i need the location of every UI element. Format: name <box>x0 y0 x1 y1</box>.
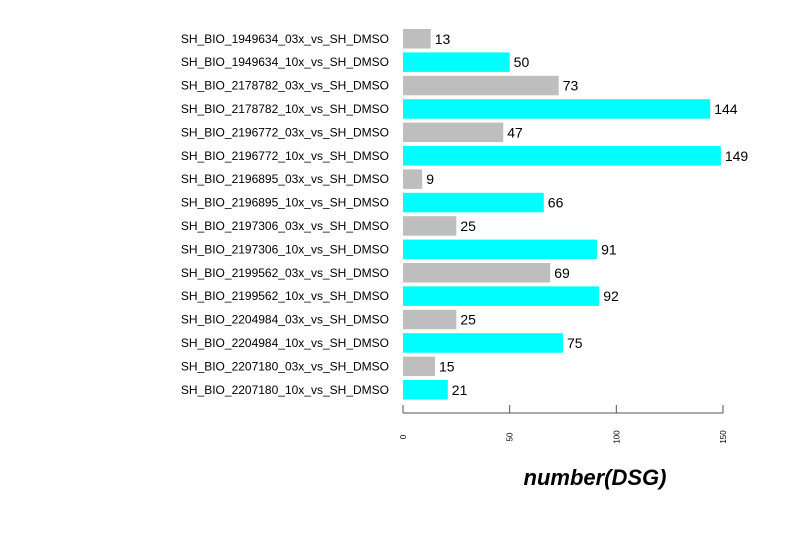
value-label: 75 <box>567 335 583 351</box>
category-label: SH_BIO_2207180_10x_vs_SH_DMSO <box>181 383 389 397</box>
bar <box>403 286 600 306</box>
bar <box>403 192 544 213</box>
category-labels: SH_BIO_1949634_03x_vs_SH_DMSO SH_BIO_1949… <box>181 32 389 397</box>
value-label: 149 <box>725 148 749 164</box>
bar <box>403 216 457 236</box>
bar <box>403 380 448 400</box>
bar <box>403 263 551 283</box>
category-label: SH_BIO_2196895_10x_vs_SH_DMSO <box>181 196 389 210</box>
x-tick-label: 150 <box>719 430 728 444</box>
bar <box>403 29 431 49</box>
category-label: SH_BIO_2204984_03x_vs_SH_DMSO <box>181 313 389 327</box>
x-axis-title: number(DSG) <box>524 465 667 490</box>
value-label: 13 <box>435 31 451 47</box>
value-label: 92 <box>603 288 619 304</box>
category-label: SH_BIO_2178782_03x_vs_SH_DMSO <box>181 79 389 93</box>
value-label: 25 <box>460 312 476 328</box>
value-label: 73 <box>563 78 579 94</box>
bar <box>403 309 457 330</box>
bar <box>403 122 504 143</box>
value-label: 15 <box>439 358 455 374</box>
category-label: SH_BIO_2197306_03x_vs_SH_DMSO <box>181 219 389 233</box>
value-label: 25 <box>460 218 476 234</box>
bars <box>403 29 721 400</box>
category-label: SH_BIO_1949634_10x_vs_SH_DMSO <box>181 55 389 69</box>
value-label: 66 <box>548 195 564 211</box>
x-tick-label: 0 <box>399 434 408 439</box>
category-label: SH_BIO_2197306_10x_vs_SH_DMSO <box>181 242 389 256</box>
value-label: 47 <box>507 124 523 140</box>
bar <box>403 52 510 72</box>
category-label: SH_BIO_1949634_03x_vs_SH_DMSO <box>181 32 389 46</box>
category-label: SH_BIO_2196772_10x_vs_SH_DMSO <box>181 149 389 163</box>
bar <box>403 75 559 96</box>
category-label: SH_BIO_2207180_03x_vs_SH_DMSO <box>181 359 389 373</box>
category-label: SH_BIO_2178782_10x_vs_SH_DMSO <box>181 102 389 116</box>
category-label: SH_BIO_2196772_03x_vs_SH_DMSO <box>181 125 389 139</box>
x-axis: 0 50 100 150 <box>399 405 728 444</box>
value-label: 50 <box>514 54 530 70</box>
value-label: 144 <box>714 101 738 117</box>
bar <box>403 169 423 189</box>
x-tick-label: 50 <box>506 432 515 441</box>
bar <box>403 356 435 377</box>
value-label: 91 <box>601 241 617 257</box>
bar <box>403 239 598 260</box>
category-label: SH_BIO_2204984_10x_vs_SH_DMSO <box>181 336 389 350</box>
x-tick-label: 100 <box>612 430 621 444</box>
value-label: 21 <box>452 382 468 398</box>
category-label: SH_BIO_2196895_03x_vs_SH_DMSO <box>181 172 389 186</box>
category-label: SH_BIO_2199562_10x_vs_SH_DMSO <box>181 289 389 303</box>
value-label: 9 <box>426 171 434 187</box>
bar <box>403 99 711 119</box>
category-label: SH_BIO_2199562_03x_vs_SH_DMSO <box>181 266 389 280</box>
value-labels: 13 50 73 144 47 149 9 66 25 91 69 92 25 75 15 21 <box>426 31 748 398</box>
bar <box>403 333 563 353</box>
value-label: 69 <box>554 265 570 281</box>
bar <box>403 146 721 166</box>
